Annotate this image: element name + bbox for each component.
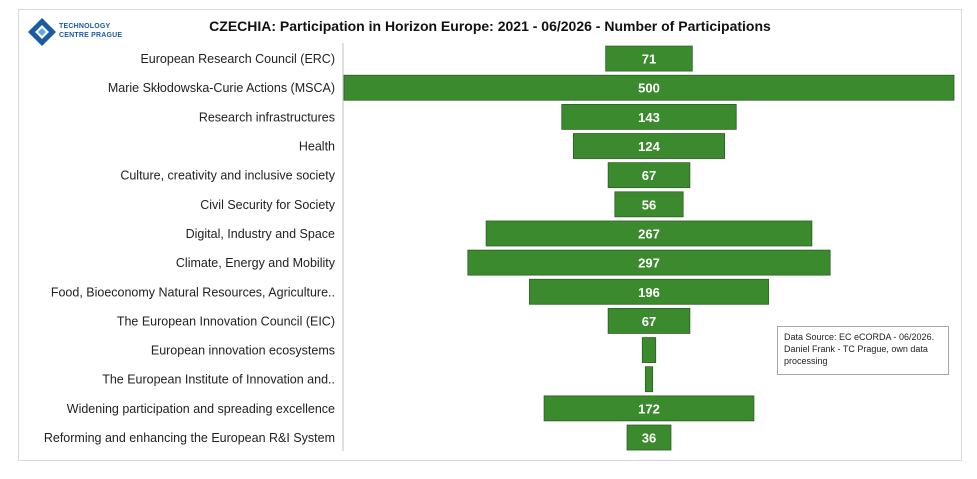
logo-line-2: CENTRE PRAGUE	[59, 32, 123, 39]
bar	[644, 366, 654, 393]
bar	[467, 249, 831, 276]
bars	[343, 45, 955, 451]
bar-value-label: 500	[638, 81, 660, 96]
bar-value-label: 124	[638, 139, 660, 154]
value-labels: 71 500 143 124 67 56 267 297 196 67 172 36	[638, 52, 660, 446]
category-label: Civil Security for Society	[200, 198, 336, 212]
bar-value-label: 56	[642, 197, 656, 212]
bar-value-label: 67	[642, 314, 656, 329]
bar-value-label: 143	[638, 110, 660, 125]
bar-value-label: 71	[642, 52, 656, 67]
logo-text: TECHNOLOGY CENTRE PRAGUE	[59, 22, 139, 40]
category-label: Food, Bioeconomy Natural Resources, Agri…	[51, 285, 335, 299]
bar	[561, 103, 737, 130]
bar-value-label: 36	[642, 431, 656, 446]
source-line-2: Daniel Frank - TC Prague, own data proce…	[784, 344, 928, 366]
data-source-note: Data Source: EC eCORDA - 06/2026. Daniel…	[777, 326, 949, 375]
bar	[607, 162, 691, 189]
bar	[485, 220, 813, 247]
bar	[605, 45, 693, 72]
bar	[614, 191, 684, 218]
bar	[607, 308, 691, 334]
category-labels: European Research Council (ERC) Marie Skł…	[44, 52, 336, 445]
bar	[529, 278, 769, 305]
category-label: Culture, creativity and inclusive societ…	[120, 169, 335, 183]
category-label: Health	[299, 140, 335, 154]
bar-value-label: 267	[638, 226, 660, 241]
chart-title: CZECHIA: Participation in Horizon Europe…	[209, 18, 771, 34]
technology-centre-prague-logo: TECHNOLOGY CENTRE PRAGUE	[27, 17, 137, 51]
category-label: Digital, Industry and Space	[186, 227, 335, 241]
category-label: Climate, Energy and Mobility	[176, 256, 336, 270]
category-label: The European Institute of Innovation and…	[102, 373, 335, 387]
bar	[543, 395, 755, 422]
logo-line-1: TECHNOLOGY	[59, 23, 111, 30]
bar-value-label: 172	[638, 401, 660, 416]
category-label: The European Innovation Council (EIC)	[117, 314, 335, 328]
category-label: Marie Skłodowska-Curie Actions (MSCA)	[108, 81, 335, 95]
bar	[626, 424, 672, 451]
bar-value-label: 196	[638, 285, 660, 300]
category-label: Widening participation and spreading exc…	[67, 402, 335, 416]
bar-value-label: 67	[642, 168, 656, 183]
category-label: Reforming and enhancing the European R&I…	[44, 431, 335, 445]
bar	[343, 74, 955, 101]
bar	[641, 337, 657, 363]
bar	[572, 133, 726, 159]
category-label: European Research Council (ERC)	[140, 52, 335, 66]
source-line-1: Data Source: EC eCORDA - 06/2026.	[784, 332, 935, 342]
category-label: Research infrastructures	[199, 110, 335, 124]
bar-value-label: 297	[638, 256, 660, 271]
logo-mark-icon	[28, 18, 56, 46]
category-label: European innovation ecosystems	[151, 344, 335, 358]
